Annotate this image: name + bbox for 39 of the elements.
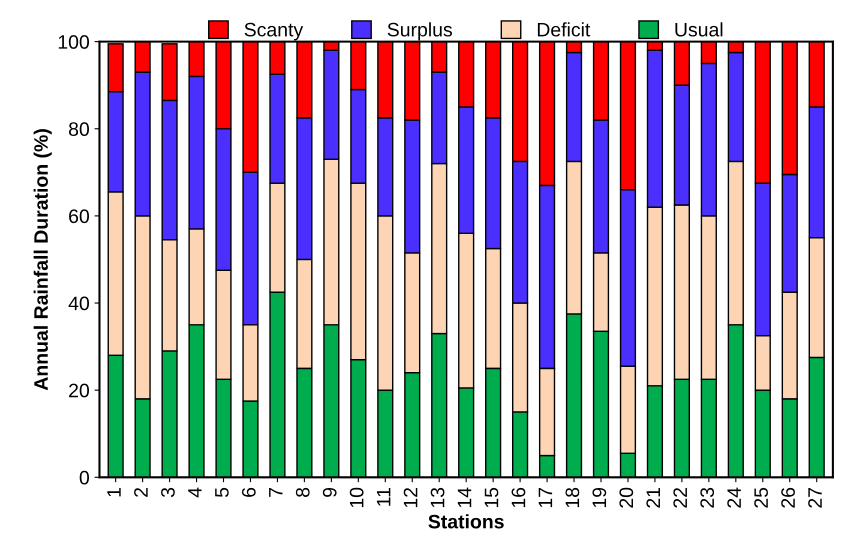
x-tick-label: 12: [404, 488, 418, 508]
x-tick-label: 11: [376, 488, 390, 506]
x-tick-label: 23: [700, 488, 714, 508]
y-tick-label: 20: [69, 384, 89, 398]
y-tick-label: 80: [68, 122, 89, 136]
x-tick-label: 18: [565, 488, 580, 508]
x-tick-label: 21: [646, 488, 660, 508]
x-tick-label: 9: [322, 488, 337, 497]
x-tick-label: 3: [161, 488, 175, 498]
x-tick-label: 24: [727, 488, 741, 508]
x-tick-label: 15: [484, 488, 498, 508]
x-tick-label: 19: [592, 488, 606, 508]
x-tick-label: 17: [538, 488, 552, 508]
x-axis-title: Stations: [428, 514, 504, 528]
x-tick-label: 6: [242, 488, 256, 497]
x-tick-label: 20: [619, 488, 634, 508]
x-tick-label: 8: [296, 488, 310, 497]
legend-label: Surplus: [388, 22, 452, 40]
x-tick-label: 27: [808, 488, 822, 508]
legend-label: Usual: [675, 22, 722, 37]
y-axis-title: Annual Rainfall Duration (%): [34, 129, 52, 390]
x-tick-label: 22: [673, 488, 687, 508]
x-tick-label: 7: [269, 488, 282, 497]
x-tick-label: 26: [781, 488, 795, 508]
x-tick-label: 13: [430, 488, 444, 508]
x-tick-label: 1: [107, 488, 121, 496]
legend-label: Scanty: [244, 22, 304, 40]
x-tick-label: 16: [512, 488, 526, 508]
y-tick-label: 40: [68, 296, 89, 310]
x-tick-label: 10: [350, 488, 364, 508]
y-tick-label: 0: [80, 470, 89, 485]
x-tick-label: 4: [188, 488, 202, 498]
x-tick-label: 2: [134, 488, 148, 497]
x-tick-label: 14: [458, 488, 472, 508]
legend-label: Deficit: [538, 22, 590, 37]
y-tick-label: 100: [58, 35, 89, 49]
x-tick-label: 25: [754, 488, 768, 508]
y-tick-label: 60: [69, 209, 89, 224]
x-tick-label: 5: [215, 488, 229, 498]
